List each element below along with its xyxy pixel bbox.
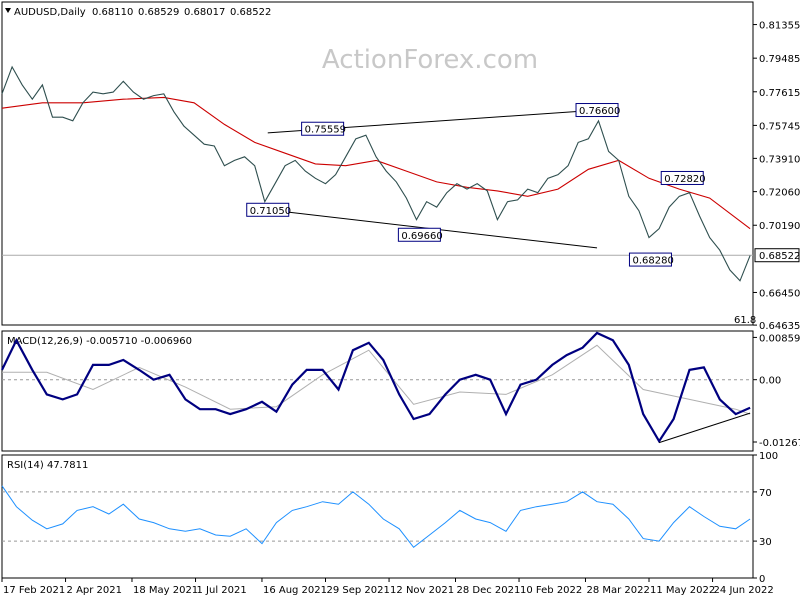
ohlc-close: 0.68522 — [230, 7, 271, 18]
ohlc-high: 0.68529 — [138, 7, 179, 18]
x-tick-label: 11 May 2022 — [650, 585, 715, 596]
annotation-label: 0.76600 — [579, 106, 620, 117]
price-y-tick-label: 0.64635 — [759, 321, 800, 332]
macd-trendline-1 — [658, 412, 751, 444]
x-tick-label: 29 Sep 2021 — [327, 585, 390, 596]
x-tick-label: 18 May 2021 — [133, 585, 198, 596]
macd-main-line — [1, 331, 751, 444]
price-y-tick-label: 0.75745 — [759, 121, 800, 132]
macd-plot — [1, 331, 753, 444]
annotation-label: 0.75559 — [305, 125, 346, 136]
price-y-tick-label: 0.70190 — [759, 221, 800, 232]
price-plot: 0.71050 0.75559 0.69660 0.76600 0.72820 0.682… — [1, 65, 753, 282]
price-annotation: 0.68280 — [628, 252, 674, 267]
annotation-box — [660, 170, 704, 185]
price-annotation: 0.72820 — [660, 170, 706, 185]
collapse-triangle-icon — [5, 8, 11, 13]
x-tick-label: 16 Aug 2021 — [263, 585, 327, 596]
rsi-y-tick-label: 0 — [759, 574, 765, 585]
annotation-box — [575, 103, 619, 118]
last-price-label: 0.68522 — [759, 251, 800, 262]
annotation-label: 0.69660 — [401, 231, 442, 242]
price-annotation: 0.76600 — [575, 103, 620, 118]
annotation-box — [628, 252, 672, 267]
price-y-tick-label: 0.72060 — [759, 188, 800, 199]
rsi-title: RSI(14) 47.7811 — [7, 460, 88, 471]
rsi-y-tick-label: 100 — [759, 451, 778, 462]
price-annotation: 0.75559 — [301, 121, 346, 136]
price-y-tick-label: 0.81355 — [759, 21, 800, 32]
macd-y-tick-label: 0.00 — [759, 376, 781, 387]
rsi-panel-frame — [1, 454, 754, 579]
price-y-tick-label: 0.77615 — [759, 88, 800, 99]
price-y-tick-label: 0.79485 — [759, 54, 800, 65]
price-line — [1, 65, 751, 282]
price-header: AUDUSD,Daily 0.68110 0.68529 0.68017 0.6… — [5, 7, 271, 18]
annotation-box — [246, 202, 290, 217]
price-annotation: 0.71050 — [246, 202, 291, 217]
last-price-tag: 0.68522 — [754, 248, 800, 263]
x-tick-label: 28 Dec 2021 — [456, 585, 520, 596]
x-tick-label: 24 Jun 2022 — [714, 585, 774, 596]
ohlc-open: 0.68110 — [92, 7, 133, 18]
price-y-tick-label: 0.66450 — [759, 288, 800, 299]
x-tick-label: 17 Feb 2021 — [3, 585, 65, 596]
price-annotation: 0.69660 — [397, 227, 443, 242]
macd-y-tick-label: 0.008596 — [759, 333, 800, 344]
rsi-line — [1, 485, 751, 549]
macd-y-tick-label: -0.01267 — [759, 438, 800, 449]
macd-title: MACD(12,26,9) -0.005710 -0.006960 — [7, 336, 192, 347]
x-tick-label: 10 Feb 2022 — [520, 585, 582, 596]
macd-panel-frame — [1, 330, 754, 452]
price-y-tick-label: 0.73910 — [759, 154, 800, 165]
price-title: AUDUSD,Daily — [14, 7, 86, 18]
moving-average-line — [1, 96, 751, 230]
fib-label: 61.8 — [734, 315, 756, 326]
x-tick-label: 12 Nov 2021 — [390, 585, 454, 596]
ohlc-low: 0.68017 — [184, 7, 225, 18]
rsi-y-tick-label: 70 — [759, 488, 772, 499]
x-tick-label: 2 Apr 2021 — [67, 585, 122, 596]
rsi-y-tick-label: 30 — [759, 537, 772, 548]
watermark: ActionForex.com — [322, 45, 538, 75]
x-tick-label: 1 Jul 2021 — [197, 585, 247, 596]
price-panel-frame — [1, 1, 754, 326]
annotation-box — [397, 227, 441, 242]
annotation-box — [301, 121, 345, 136]
rsi-plot — [1, 485, 753, 549]
x-tick-label: 28 Mar 2022 — [586, 585, 649, 596]
annotation-label: 0.68280 — [632, 256, 673, 267]
annotation-label: 0.72820 — [664, 174, 705, 185]
annotation-label: 0.71050 — [250, 206, 291, 217]
